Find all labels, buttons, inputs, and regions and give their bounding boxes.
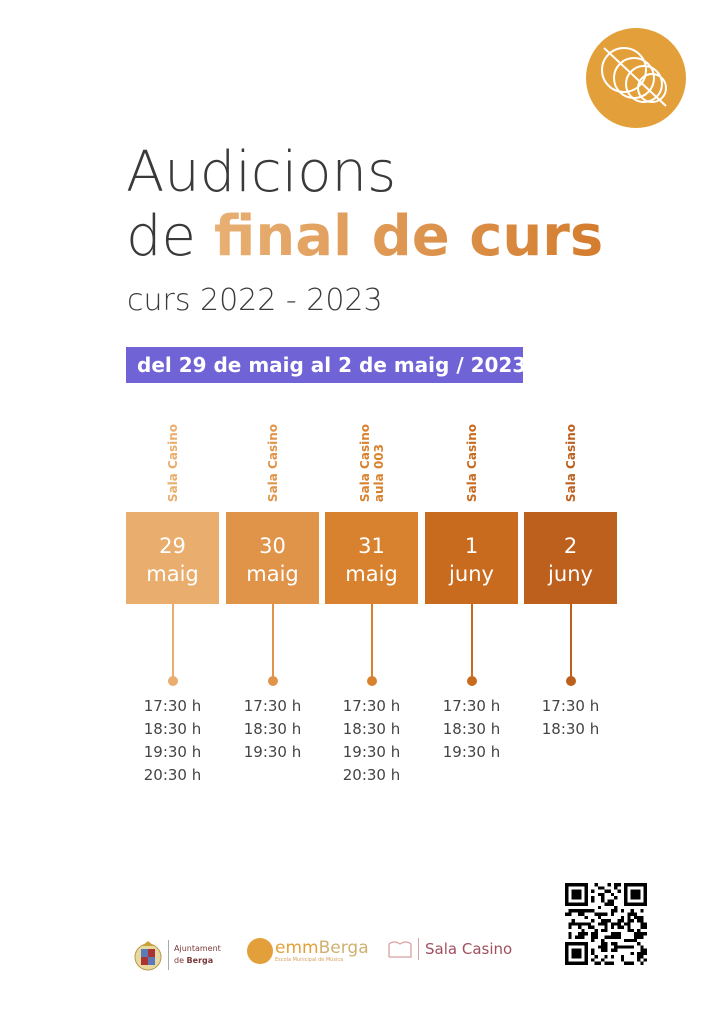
time-slot: 18:30 h: [442, 720, 501, 738]
date-box: 31 maig: [325, 512, 418, 604]
venue-label: Sala Casino aula 003: [325, 410, 418, 502]
venue-name: Sala Casino: [165, 423, 180, 502]
time-slot: 17:30 h: [342, 697, 401, 715]
time-slot: 20:30 h: [143, 766, 202, 784]
time-slot: 19:30 h: [442, 743, 501, 761]
time-slot: 18:30 h: [342, 720, 401, 738]
emm-text: emm: [275, 938, 319, 958]
coat-of-arms-icon: [134, 941, 162, 971]
time-list: 17:30 h 18:30 h 19:30 h: [425, 695, 518, 764]
month-name: maig: [246, 562, 299, 586]
time-slot: 19:30 h: [243, 743, 302, 761]
day-number: 31: [358, 534, 385, 558]
venue-name: Sala Casino: [563, 423, 578, 502]
venue-label: Sala Casino: [226, 410, 319, 502]
timeline-stem: [471, 604, 473, 680]
sala-casino-text: Sala Casino: [425, 940, 513, 958]
time-slot: 17:30 h: [143, 697, 202, 715]
date-box: 30 maig: [226, 512, 319, 604]
curtain-icon: [388, 941, 412, 958]
timeline-stem: [371, 604, 373, 680]
time-slot: 18:30 h: [541, 720, 600, 738]
title-line2: de final de curs: [126, 204, 603, 269]
time-slot: 17:30 h: [541, 697, 600, 715]
berga-brand-text: Berga: [318, 938, 369, 958]
emm-subtitle: Escola Municipal de Música: [275, 957, 344, 963]
berga-text: Berga: [186, 956, 214, 965]
time-list: 17:30 h 18:30 h 19:30 h 20:30 h: [325, 695, 418, 787]
venue-name: Sala Casino: [265, 423, 280, 502]
qr-code[interactable]: [565, 883, 647, 965]
time-slot: 18:30 h: [243, 720, 302, 738]
time-slot: 17:30 h: [243, 697, 302, 715]
timeline-stem: [570, 604, 572, 680]
time-slot: 18:30 h: [143, 720, 202, 738]
time-list: 17:30 h 18:30 h 19:30 h: [226, 695, 319, 764]
emm-circle-icon: [247, 938, 273, 964]
month-name: juny: [449, 562, 494, 586]
de-text: de: [174, 956, 187, 965]
ajuntament-logo: Ajuntament de Berga: [133, 938, 221, 972]
date-box: 29 maig: [126, 512, 219, 604]
time-list: 17:30 h 18:30 h 19:30 h 20:30 h: [126, 695, 219, 787]
day-number: 30: [259, 534, 286, 558]
day-number: 29: [159, 534, 186, 558]
time-slot: 19:30 h: [143, 743, 202, 761]
venue-label: Sala Casino: [425, 410, 518, 502]
venue-label: Sala Casino: [126, 410, 219, 502]
emmberga-logo: emmBerga Escola Municipal de Música: [247, 938, 369, 964]
date-box: 2 juny: [524, 512, 617, 604]
venue-room: aula 003: [371, 443, 386, 502]
venue-name: Sala Casino: [357, 423, 372, 502]
title-line1: Audicions: [126, 140, 397, 205]
date-range-banner: del 29 de maig al 2 de maig / 2023: [126, 347, 526, 383]
venue-name: Sala Casino: [464, 423, 479, 502]
month-name: maig: [146, 562, 199, 586]
title-prefix: de: [126, 204, 214, 269]
school-logo: [586, 28, 686, 128]
time-slot: 19:30 h: [342, 743, 401, 761]
timeline-stem: [172, 604, 174, 680]
time-slot: 17:30 h: [442, 697, 501, 715]
subtitle: curs 2022 - 2023: [127, 283, 383, 318]
ajuntament-text: Ajuntament: [174, 944, 221, 953]
month-name: juny: [548, 562, 593, 586]
sala-casino-logo: Sala Casino: [388, 938, 512, 960]
timeline-dot: [467, 676, 477, 686]
time-list: 17:30 h 18:30 h: [524, 695, 617, 741]
time-slot: 20:30 h: [342, 766, 401, 784]
title-accent: final de curs: [213, 204, 604, 269]
timeline-dot: [367, 676, 377, 686]
timeline-dot: [566, 676, 576, 686]
date-box: 1 juny: [425, 512, 518, 604]
month-name: maig: [345, 562, 398, 586]
day-number: 2: [563, 534, 578, 558]
day-number: 1: [464, 534, 479, 558]
timeline-stem: [272, 604, 274, 680]
timeline-dot: [268, 676, 278, 686]
timeline-dot: [168, 676, 178, 686]
venue-label: Sala Casino: [524, 410, 617, 502]
